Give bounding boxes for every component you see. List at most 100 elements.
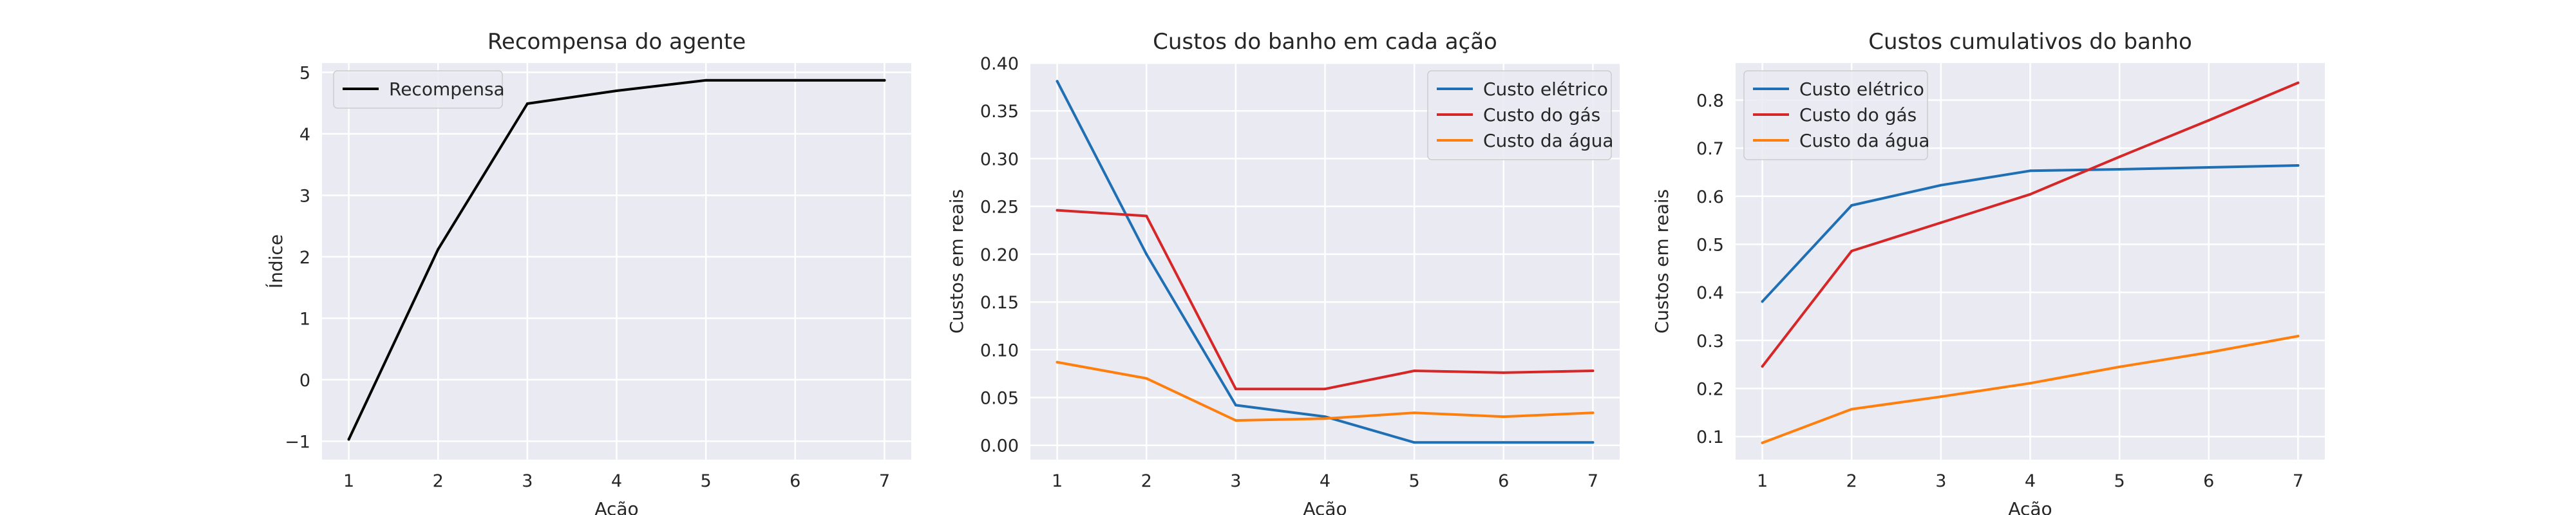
chart-3-ytick-label: 0.2 — [1696, 379, 1724, 399]
chart-2-ytick-label: 0.05 — [980, 389, 1019, 409]
chart-1-data-point — [705, 79, 708, 82]
chart-2-xtick-label: 7 — [1587, 471, 1598, 491]
chart-3-data-point — [1850, 249, 1853, 252]
chart-1-ytick-label: 1 — [299, 309, 310, 329]
chart-1-data-point — [615, 89, 618, 92]
chart-1-panel: −1 0 1 2 3 4 5 1 2 3 4 5 6 7 Recompensa do agente Ação Í… — [265, 29, 911, 515]
chart-2-ytick-label: 0.30 — [980, 149, 1019, 169]
chart-2-ytick-label: 0.00 — [980, 436, 1019, 456]
chart-2-x-axis-label: Ação — [1303, 498, 1347, 515]
chart-1-data-point — [526, 102, 529, 106]
chart-2-legend-label: Custo do gás — [1483, 104, 1600, 126]
chart-2-ytick-label: 0.25 — [980, 198, 1019, 218]
chart-3-ytick-label: 0.7 — [1696, 139, 1724, 159]
chart-2-legend-label: Custo elétrico — [1483, 79, 1608, 100]
chart-3-data-point — [2297, 81, 2300, 84]
chart-2-data-point — [1502, 415, 1505, 418]
chart-2-legend-label: Custo da água — [1483, 130, 1614, 151]
chart-2-ytick-label: 0.35 — [980, 102, 1019, 122]
chart-3-data-point — [1939, 183, 1942, 187]
chart-2-legend-box — [1427, 70, 1612, 160]
chart-3-ytick-label: 0.4 — [1696, 283, 1724, 303]
chart-1-data-point — [437, 248, 440, 251]
chart-3-data-point — [2297, 335, 2300, 338]
chart-3-legend-label: Custo da água — [1799, 130, 1930, 151]
chart-1-ytick-label: −1 — [285, 432, 310, 452]
chart-2-data-point — [1234, 419, 1237, 422]
chart-3-xtick-label: 3 — [1935, 471, 1946, 491]
chart-2-data-point — [1591, 411, 1595, 415]
chart-1-title: Recompensa do agente — [488, 29, 746, 55]
chart-2-xtick-label: 4 — [1320, 471, 1331, 491]
chart-2-xtick-label: 5 — [1409, 471, 1420, 491]
chart-3-data-point — [2297, 164, 2300, 167]
chart-3-panel: 0.1 0.2 0.3 0.4 0.5 0.6 0.7 0.8 1 2 3 4 5 6 7 Custos cu… — [1651, 29, 2325, 515]
chart-3-data-point — [1939, 395, 1942, 398]
chart-2-data-point — [1234, 388, 1237, 391]
chart-2-xtick-label: 6 — [1498, 471, 1509, 491]
chart-1-xtick-label: 4 — [611, 471, 622, 491]
chart-3-xtick-label: 7 — [2293, 471, 2304, 491]
chart-1-x-axis-label: Ação — [594, 498, 638, 515]
chart-2-data-point — [1323, 388, 1327, 391]
chart-3-data-point — [2118, 155, 2121, 158]
chart-2-y-axis-label: Custos em reais — [946, 189, 967, 334]
chart-2-ytick-label: 0.10 — [980, 341, 1019, 360]
chart-3-data-point — [1761, 441, 1764, 444]
chart-3-data-point — [1850, 204, 1853, 207]
chart-3-ytick-label: 0.8 — [1696, 91, 1724, 111]
chart-3-xtick-label: 1 — [1757, 471, 1768, 491]
chart-3-ytick-label: 0.6 — [1696, 187, 1724, 207]
chart-3-title: Custos cumulativos do banho — [1868, 29, 2192, 55]
chart-3-data-point — [1939, 221, 1942, 224]
chart-2-data-point — [1234, 404, 1237, 407]
chart-1-data-point — [793, 79, 797, 82]
chart-2-data-point — [1145, 377, 1148, 380]
chart-3-ytick-label: 0.1 — [1696, 427, 1724, 447]
chart-1-y-axis-label: Índice — [265, 234, 287, 288]
chart-1-ytick-label: 5 — [299, 63, 310, 83]
chart-3-xtick-label: 2 — [1846, 471, 1857, 491]
chart-1-legend-label: Recompensa — [389, 79, 505, 100]
chart-1-legend: Recompensa — [333, 70, 505, 109]
chart-3-data-point — [1850, 407, 1853, 411]
chart-2-data-point — [1056, 209, 1059, 212]
chart-2-data-point — [1502, 441, 1505, 444]
chart-2-data-point — [1591, 441, 1595, 444]
chart-3-data-point — [2029, 169, 2032, 173]
chart-3-data-point — [2207, 351, 2210, 354]
chart-1-data-point — [347, 438, 350, 441]
chart-2-xtick-label: 1 — [1052, 471, 1063, 491]
chart-3-ytick-label: 0.3 — [1696, 332, 1724, 351]
chart-3-data-point — [2207, 166, 2210, 169]
chart-3-data-point — [2029, 192, 2032, 196]
chart-3-y-axis-label: Custos em reais — [1651, 189, 1672, 334]
chart-2-data-point — [1413, 369, 1416, 372]
chart-3-legend-box — [1743, 70, 1928, 160]
chart-2-ytick-label: 0.20 — [980, 245, 1019, 265]
chart-2-data-point — [1413, 441, 1416, 444]
chart-2-legend: Custo elétrico Custo do gás Custo da água — [1427, 70, 1614, 160]
chart-2-data-point — [1056, 80, 1059, 83]
chart-1-legend-box — [333, 70, 503, 109]
chart-3-data-point — [2118, 168, 2121, 171]
chart-1-ytick-label: 0 — [299, 371, 310, 391]
chart-3-legend: Custo elétrico Custo do gás Custo da água — [1743, 70, 1930, 160]
chart-1-xtick-label: 2 — [433, 471, 444, 491]
chart-3-data-point — [1761, 365, 1764, 368]
chart-3-xtick-label: 6 — [2203, 471, 2214, 491]
chart-2-data-point — [1145, 214, 1148, 218]
chart-2-title: Custos do banho em cada ação — [1153, 29, 1497, 55]
chart-2-xtick-label: 3 — [1230, 471, 1241, 491]
chart-1-xtick-label: 7 — [879, 471, 890, 491]
chart-3-data-point — [2118, 365, 2121, 368]
chart-2-data-point — [1413, 411, 1416, 415]
chart-3-xtick-label: 5 — [2114, 471, 2125, 491]
chart-3-data-point — [2029, 382, 2032, 385]
chart-3-xtick-label: 4 — [2025, 471, 2036, 491]
chart-2-data-point — [1323, 417, 1327, 420]
chart-1-xtick-label: 3 — [522, 471, 533, 491]
chart-3-data-point — [1761, 300, 1764, 303]
chart-2-xtick-label: 2 — [1141, 471, 1152, 491]
